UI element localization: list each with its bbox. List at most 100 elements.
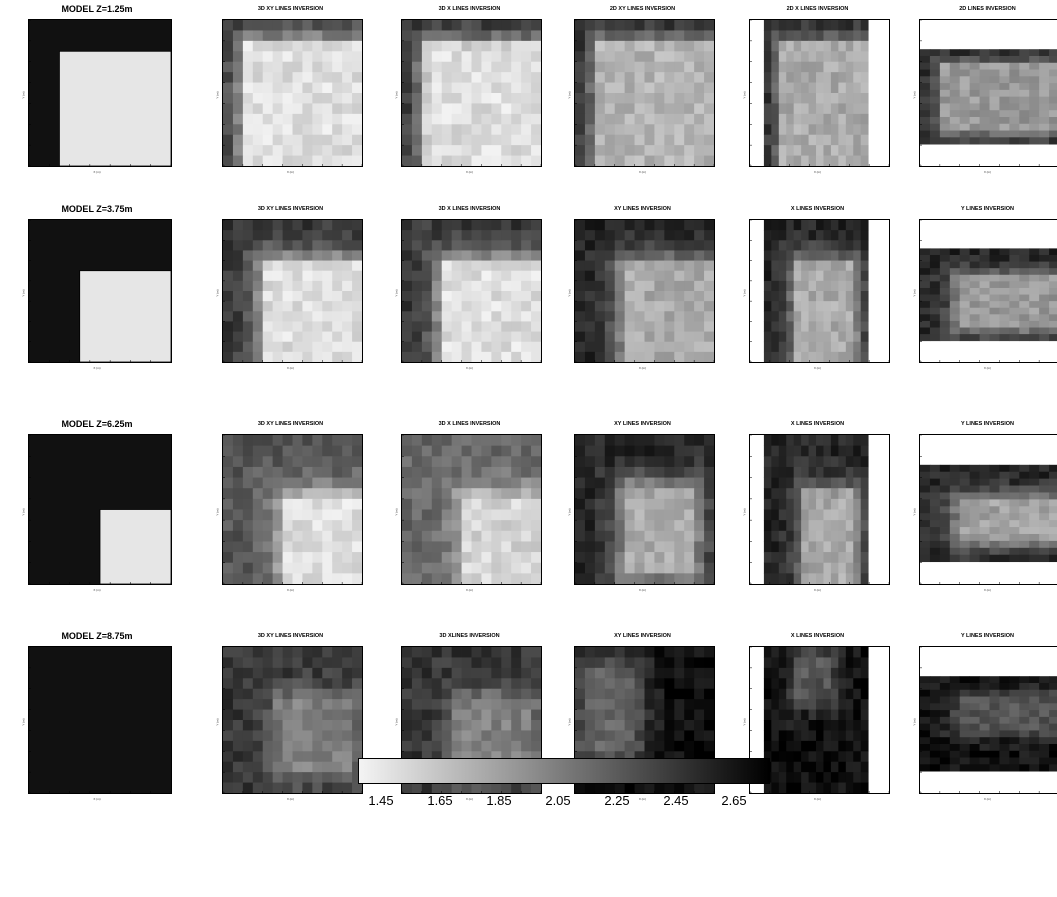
heatmap-cell	[979, 743, 990, 752]
heatmap-cell	[531, 657, 541, 669]
heatmap-cell	[1019, 137, 1030, 145]
heatmap-cell	[302, 134, 313, 146]
heatmap-cell	[531, 699, 541, 710]
heatmap-cell	[312, 220, 323, 231]
heatmap-cell	[771, 699, 780, 710]
heatmap-cell	[252, 311, 264, 322]
heatmap-cell	[999, 478, 1010, 486]
heatmap-cell	[704, 456, 714, 468]
heatmap-cell	[786, 93, 795, 104]
heatmap-cell	[584, 782, 596, 793]
heatmap-cell	[845, 351, 854, 362]
heatmap-cell	[1039, 723, 1050, 731]
heatmap-cell	[575, 301, 586, 312]
heatmap-cell	[501, 509, 512, 521]
heatmap-cell	[262, 72, 274, 83]
heatmap-cell	[1029, 116, 1040, 125]
heatmap-cell	[594, 509, 606, 521]
heatmap-cell	[584, 466, 596, 478]
x-axis-label: X (m)	[465, 366, 474, 370]
heatmap-cell	[531, 445, 541, 457]
heatmap-cell	[262, 260, 274, 272]
heatmap-cell	[282, 488, 293, 500]
heatmap-cell	[242, 72, 254, 83]
heatmap-cell	[654, 782, 665, 793]
heatmap-cell	[282, 761, 293, 773]
heatmap-cell	[808, 82, 817, 94]
heatmap-cell	[664, 240, 675, 251]
y-axis-label: Y (m)	[567, 91, 572, 99]
heatmap-cell	[969, 69, 980, 77]
heatmap-cell	[838, 445, 847, 457]
heatmap-cell	[1039, 506, 1050, 514]
heatmap-cell	[969, 710, 980, 718]
heatmap-cell	[969, 464, 980, 473]
heatmap-cell	[1019, 703, 1030, 711]
heatmap-cell	[521, 124, 532, 136]
heatmap-cell	[332, 647, 343, 658]
heatmap-cell	[793, 488, 802, 500]
heatmap-cell	[786, 520, 795, 532]
heatmap-cell	[604, 466, 616, 478]
heatmap-cell	[282, 134, 293, 146]
heatmap-cell	[594, 699, 606, 710]
heatmap-cell	[920, 274, 931, 282]
heatmap-cell	[614, 751, 626, 763]
heatmap-cell	[232, 720, 244, 731]
heatmap-cell	[531, 331, 541, 343]
heatmap-cell	[969, 730, 980, 738]
heatmap-cell	[684, 488, 695, 500]
heatmap-cell	[860, 552, 869, 564]
heatmap-cell	[979, 62, 990, 70]
heatmap-cell	[471, 488, 482, 500]
heatmap-cell	[838, 541, 847, 553]
heatmap-cell	[252, 573, 264, 584]
heatmap-cell	[949, 268, 961, 276]
heatmap-cell	[1039, 261, 1050, 269]
heatmap-cell	[575, 530, 586, 542]
heatmap-cell	[845, 647, 854, 658]
heatmap-cell	[939, 547, 951, 556]
heatmap-cell	[402, 541, 413, 553]
heatmap-cell	[969, 116, 980, 125]
heatmap-cell	[491, 351, 502, 362]
heatmap-cell	[272, 155, 283, 166]
heatmap-cell	[471, 134, 482, 146]
heatmap-cell	[838, 562, 847, 574]
heatmap-cell	[1039, 682, 1050, 691]
heatmap-cell	[674, 647, 685, 658]
heatmap-cell	[939, 540, 951, 549]
heatmap-cell	[441, 82, 453, 94]
heatmap-cell	[838, 220, 847, 231]
heatmap-cell	[704, 270, 714, 282]
heatmap-cell	[808, 291, 817, 302]
heatmap-cell	[999, 554, 1010, 563]
heatmap-cell	[634, 51, 645, 63]
heatmap-cell	[614, 530, 626, 542]
heatmap-cell	[332, 341, 343, 353]
heatmap-cell	[778, 509, 787, 521]
heatmap-cell	[969, 76, 980, 84]
heatmap-cell	[949, 96, 961, 104]
heatmap-cell	[949, 513, 961, 521]
heatmap-cell	[332, 103, 343, 115]
heatmap-cell	[654, 498, 665, 510]
heatmap-cell	[704, 466, 714, 478]
panel-r2-c3: 3D X LINES INVERSION X (m) Y (m)	[395, 205, 542, 373]
heatmap-cell	[654, 250, 665, 261]
heatmap-cell	[793, 573, 802, 584]
heatmap-cell	[634, 657, 645, 669]
heatmap-cell	[501, 667, 512, 679]
heatmap-cell	[461, 678, 472, 690]
heatmap-cell	[959, 294, 971, 302]
heatmap-cell	[989, 287, 1000, 295]
heatmap-cell	[969, 689, 980, 697]
heatmap-cell	[451, 351, 462, 362]
heatmap-cell	[292, 720, 303, 731]
heatmap-cell	[402, 552, 413, 564]
heatmap-cell	[481, 456, 492, 468]
heatmap-cell	[959, 261, 971, 269]
heatmap-cell	[302, 466, 313, 478]
heatmap-cell	[694, 477, 705, 489]
heatmap-cell	[352, 93, 362, 104]
